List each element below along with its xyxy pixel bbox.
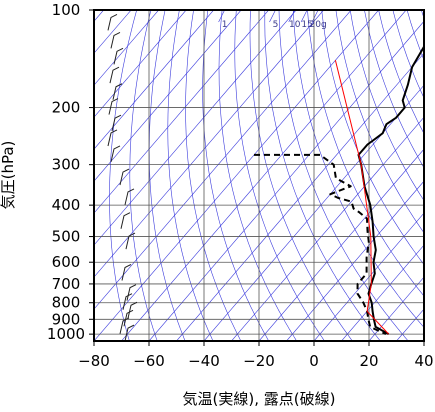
x-tick-label: −40 bbox=[188, 352, 220, 370]
wind-barb bbox=[122, 293, 133, 310]
mixing-ratio-line bbox=[218, 10, 225, 23]
wind-barb bbox=[107, 129, 118, 147]
dry-adiabat bbox=[349, 10, 424, 202]
y-tick-label: 200 bbox=[52, 99, 81, 117]
mixing-ratio-label: 20g bbox=[310, 20, 327, 30]
y-tick-label: 1000 bbox=[47, 325, 85, 343]
isotherm-line bbox=[94, 10, 352, 310]
x-axis-label: 気温(実線), 露点(破線) bbox=[183, 390, 336, 408]
x-tick-label: 40 bbox=[414, 352, 433, 370]
profile-line-2 bbox=[254, 153, 387, 336]
wind-barb bbox=[121, 264, 132, 281]
dry-adiabat bbox=[364, 10, 424, 169]
y-tick-label: 900 bbox=[52, 310, 81, 328]
y-tick-label: 400 bbox=[52, 196, 81, 214]
wind-barbs bbox=[107, 13, 138, 341]
mixing-ratio-line bbox=[300, 10, 308, 23]
y-tick-label: 500 bbox=[52, 228, 81, 246]
x-tick-label: 20 bbox=[359, 352, 378, 370]
wind-barb bbox=[107, 13, 118, 31]
isotherm-line bbox=[121, 10, 407, 341]
isotherm-line bbox=[94, 10, 297, 246]
mixing-ratio-label: 10 bbox=[289, 20, 301, 30]
x-tick-label: −60 bbox=[133, 352, 165, 370]
mixing-ratio-label: 1 bbox=[222, 20, 228, 30]
isotherm-line bbox=[148, 20, 424, 341]
wind-barb bbox=[110, 31, 121, 49]
y-tick-label: 700 bbox=[52, 275, 81, 293]
isotherms bbox=[94, 10, 424, 341]
y-tick-label: 300 bbox=[52, 156, 81, 174]
wind-barb bbox=[113, 47, 124, 65]
isotherm-line bbox=[258, 148, 424, 341]
isotherm-line bbox=[313, 212, 424, 341]
dry-adiabat bbox=[321, 10, 424, 266]
wind-barb bbox=[120, 212, 131, 229]
wind-barb bbox=[123, 309, 134, 327]
isotherm-line bbox=[94, 10, 187, 118]
isotherm-line bbox=[94, 10, 379, 341]
x-tick-label: −20 bbox=[243, 352, 275, 370]
isotherm-line bbox=[94, 10, 159, 86]
x-tick-label: 0 bbox=[309, 352, 319, 370]
isotherm-line bbox=[203, 84, 424, 341]
y-tick-label: 600 bbox=[52, 253, 81, 271]
x-tick-label: −80 bbox=[78, 352, 110, 370]
isotherm-line bbox=[94, 10, 269, 214]
mixing-ratio-lines bbox=[218, 10, 319, 23]
profile-lines bbox=[254, 22, 424, 336]
wind-barb bbox=[124, 324, 135, 341]
isotherm-line bbox=[231, 116, 424, 341]
mixing-ratio-label: 5 bbox=[273, 20, 279, 30]
wind-barb bbox=[124, 188, 135, 206]
mixing-ratio-line bbox=[269, 10, 276, 23]
isotherm-line bbox=[94, 10, 214, 150]
isotherm-line bbox=[94, 10, 242, 182]
y-tick-label: 100 bbox=[52, 1, 81, 19]
y-tick-label: 800 bbox=[52, 294, 81, 312]
wind-barb bbox=[119, 168, 130, 186]
wind-barb bbox=[110, 145, 121, 163]
wind-barb bbox=[109, 66, 120, 84]
mixing-ratio-line bbox=[311, 10, 319, 23]
isotherm-line bbox=[94, 10, 324, 278]
wind-barb bbox=[111, 114, 122, 132]
x-axis: −80 −60 −40 −20 0 20 40 bbox=[78, 341, 434, 370]
isotherm-line bbox=[423, 340, 424, 341]
isotherm-line bbox=[368, 276, 424, 341]
wind-barb bbox=[112, 83, 123, 100]
wind-barb bbox=[126, 284, 137, 301]
grid bbox=[94, 10, 424, 341]
wind-barb bbox=[127, 301, 138, 319]
mixing-ratio-line bbox=[288, 10, 296, 23]
y-axis-label: 気圧(hPa) bbox=[0, 141, 17, 210]
profile-line-3 bbox=[334, 60, 390, 335]
mixing-ratio-label: 15 bbox=[301, 20, 312, 30]
isotherm-line bbox=[341, 244, 424, 341]
dry-adiabat bbox=[307, 10, 424, 297]
isotherm-line bbox=[286, 180, 424, 341]
dry-adiabat bbox=[335, 10, 424, 234]
wind-barb bbox=[125, 232, 136, 250]
wind-barb bbox=[108, 98, 119, 115]
wind-barb bbox=[119, 317, 130, 335]
